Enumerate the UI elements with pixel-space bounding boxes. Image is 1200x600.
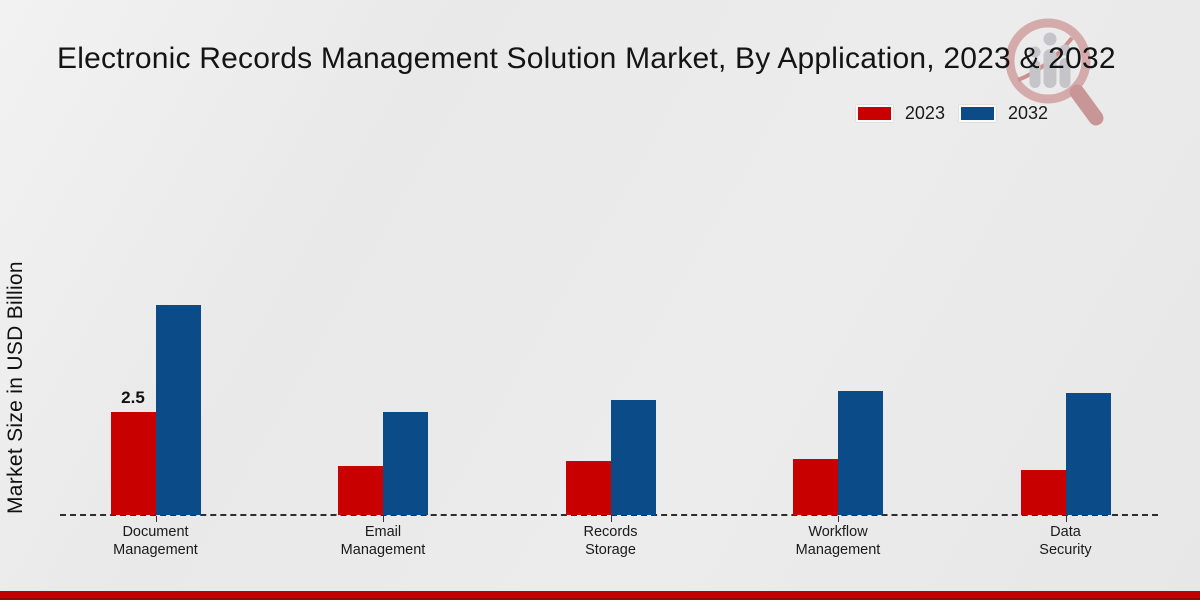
legend-swatch-2032 — [958, 105, 996, 122]
x-axis-tick — [610, 516, 612, 522]
category-label: Records Storage — [583, 524, 638, 558]
chart-title: Electronic Records Management Solution M… — [57, 42, 1116, 75]
footer-accent-bar — [0, 591, 1200, 600]
bar-2032 — [610, 400, 656, 515]
bar-group — [565, 400, 656, 515]
bar-2023 — [565, 461, 611, 515]
x-axis-baseline — [60, 514, 1158, 516]
category-label: Workflow Management — [795, 524, 881, 558]
x-axis-tick — [383, 516, 384, 522]
bar-value-label: 2.5 — [121, 388, 145, 407]
bar-2032 — [838, 391, 883, 515]
bar-2023 — [793, 459, 838, 515]
bar-2023 — [1020, 470, 1066, 515]
bar-2032 — [155, 305, 201, 515]
brand-watermark — [988, 8, 1118, 133]
bar-group — [338, 412, 428, 515]
bar-2023 — [110, 412, 156, 515]
magnifier-barchart-logo-icon — [1005, 18, 1104, 126]
legend: 2023 2032 — [855, 103, 1048, 124]
category-label: Email Management — [340, 524, 426, 558]
legend-swatch-2023 — [855, 105, 893, 122]
bar-2032 — [383, 412, 428, 515]
category-label: Data Security — [1039, 524, 1092, 558]
x-axis-tick — [155, 516, 157, 522]
bar-2032 — [1065, 393, 1111, 515]
bar-group — [1020, 393, 1111, 515]
legend-item-2032: 2032 — [958, 103, 1048, 124]
legend-label-2032: 2032 — [1007, 103, 1048, 123]
x-axis-tick — [838, 516, 839, 522]
category-label: Document Management — [113, 524, 198, 558]
bar-group — [793, 391, 883, 515]
bar-2023 — [338, 466, 383, 515]
y-axis-label: Market Size in USD Billion — [4, 261, 27, 515]
legend-item-2023: 2023 — [855, 103, 945, 124]
bar-group — [110, 305, 201, 515]
x-axis-tick — [1065, 516, 1067, 522]
legend-label-2023: 2023 — [904, 103, 945, 123]
